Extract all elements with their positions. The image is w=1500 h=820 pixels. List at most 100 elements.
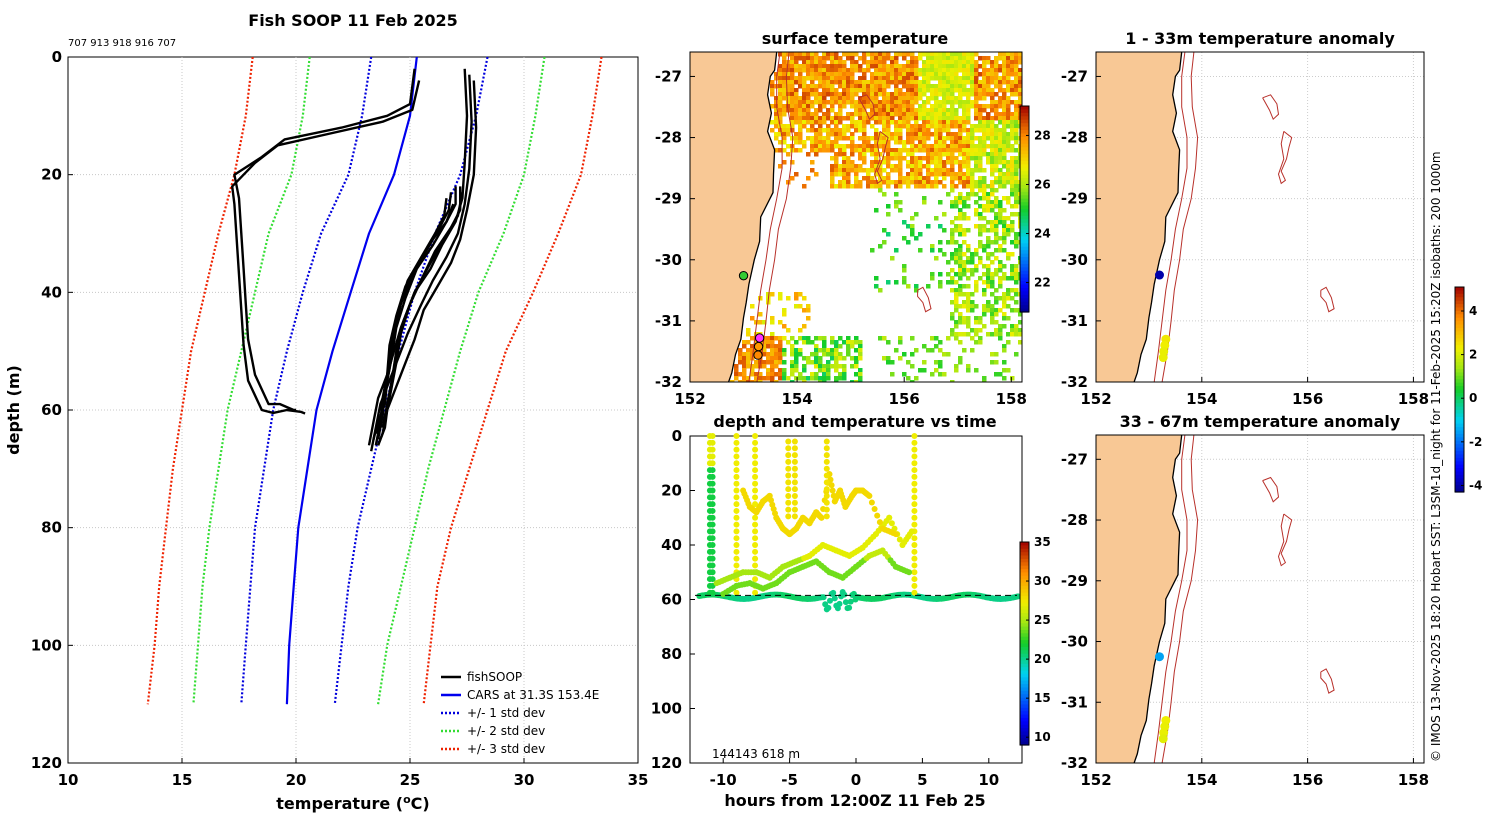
sst-pixel — [830, 56, 835, 61]
sst-pixel — [746, 332, 751, 337]
sst-pixel — [934, 164, 939, 169]
y-tick-label: 120 — [31, 754, 62, 772]
sst-pixel — [1006, 256, 1011, 261]
sst-pixel — [974, 92, 979, 97]
sst-pixel — [834, 172, 839, 177]
sst-pixel — [798, 52, 803, 57]
track-point — [825, 604, 832, 611]
colorbar-band — [1455, 310, 1464, 315]
sst-pixel — [986, 276, 991, 281]
sst-pixel — [958, 60, 963, 65]
sst-pixel — [970, 176, 975, 181]
sst-pixel — [942, 372, 947, 377]
sst-pixel — [770, 380, 775, 382]
sst-pixel — [818, 144, 823, 149]
sst-pixel — [1010, 184, 1015, 189]
sst-pixel — [1014, 300, 1019, 305]
sst-pixel — [862, 56, 867, 61]
sst-pixel — [874, 100, 879, 105]
sst-pixel — [770, 376, 775, 381]
sst-pixel — [906, 284, 911, 289]
sst-pixel — [950, 276, 955, 281]
sst-pixel — [750, 304, 755, 309]
sst-pixel — [894, 96, 899, 101]
sst-pixel — [854, 68, 859, 73]
sst-pixel — [742, 344, 747, 349]
sst-pixel — [926, 96, 931, 101]
sst-pixel — [1010, 288, 1015, 293]
sst-pixel — [958, 52, 963, 57]
sst-pixel — [814, 84, 819, 89]
sst-pixel — [990, 140, 995, 145]
sst-pixel — [966, 116, 971, 121]
sst-pixel — [922, 140, 927, 145]
sst-pixel — [794, 292, 799, 297]
sst-pixel — [898, 336, 903, 341]
sst-pixel — [774, 380, 779, 382]
sst-pixel — [802, 88, 807, 93]
sst-pixel — [918, 168, 923, 173]
sst-pixel — [994, 328, 999, 333]
sst-pixel — [822, 88, 827, 93]
sst-pixel — [886, 128, 891, 133]
sst-pixel — [854, 60, 859, 65]
sst-pixel — [986, 132, 991, 137]
sst-pixel — [1014, 172, 1019, 177]
descent-point — [709, 439, 716, 446]
sst-pixel — [818, 336, 823, 341]
sst-pixel — [878, 104, 883, 109]
sst-pixel — [926, 60, 931, 65]
sst-pixel — [1002, 180, 1007, 185]
descent-point — [752, 487, 759, 494]
sst-pixel — [890, 148, 895, 153]
sst-pixel — [846, 172, 851, 177]
sst-pixel — [834, 376, 839, 381]
sst-pixel — [854, 380, 859, 382]
sst-pixel — [978, 204, 983, 209]
descent-point — [733, 562, 740, 569]
sst-pixel — [894, 92, 899, 97]
colorbar-band — [1455, 372, 1464, 377]
sst-pixel — [958, 304, 963, 309]
sst-pixel — [938, 140, 943, 145]
sst-pixel — [838, 172, 843, 177]
y-tick-label: -28 — [1061, 129, 1088, 147]
sst-pixel — [738, 356, 743, 361]
sst-pixel — [870, 104, 875, 109]
sst-pixel — [874, 88, 879, 93]
sst-pixel — [866, 120, 871, 125]
sst-pixel — [826, 136, 831, 141]
sst-pixel — [902, 120, 907, 125]
sst-pixel — [842, 96, 847, 101]
sst-pixel — [1010, 64, 1015, 69]
x-tick-label: 152 — [1080, 390, 1111, 408]
sst-pixel — [986, 252, 991, 257]
sst-pixel — [974, 72, 979, 77]
colorbar-band — [1020, 205, 1029, 210]
sst-pixel — [826, 76, 831, 81]
sst-pixel — [1018, 80, 1022, 85]
sst-pixel — [778, 348, 783, 353]
sst-pixel — [950, 100, 955, 105]
sst-pixel — [878, 92, 883, 97]
descent-point — [709, 555, 716, 562]
descent-point — [733, 528, 740, 535]
sst-pixel — [966, 192, 971, 197]
sst-pixel — [978, 156, 983, 161]
descent-point — [911, 589, 918, 596]
sst-pixel — [898, 356, 903, 361]
sst-pixel — [806, 84, 811, 89]
sst-pixel — [922, 360, 927, 365]
sst-pixel — [954, 364, 959, 369]
sst-pixel — [842, 184, 847, 189]
sst-pixel — [922, 148, 927, 153]
sst-pixel — [962, 120, 967, 125]
sst-pixel — [958, 160, 963, 165]
sst-pixel — [982, 312, 987, 317]
y-tick-label: 40 — [661, 536, 682, 554]
colorbar-band — [1020, 181, 1029, 186]
sst-pixel — [926, 72, 931, 77]
descent-point — [911, 487, 918, 494]
sst-pixel — [846, 136, 851, 141]
sst-pixel — [1002, 348, 1007, 353]
